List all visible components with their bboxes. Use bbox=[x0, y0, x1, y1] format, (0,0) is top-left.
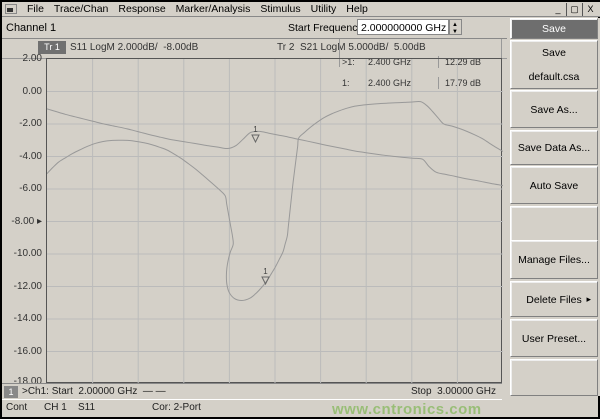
svg-text:1: 1 bbox=[253, 125, 258, 134]
svg-text:1: 1 bbox=[263, 267, 268, 276]
